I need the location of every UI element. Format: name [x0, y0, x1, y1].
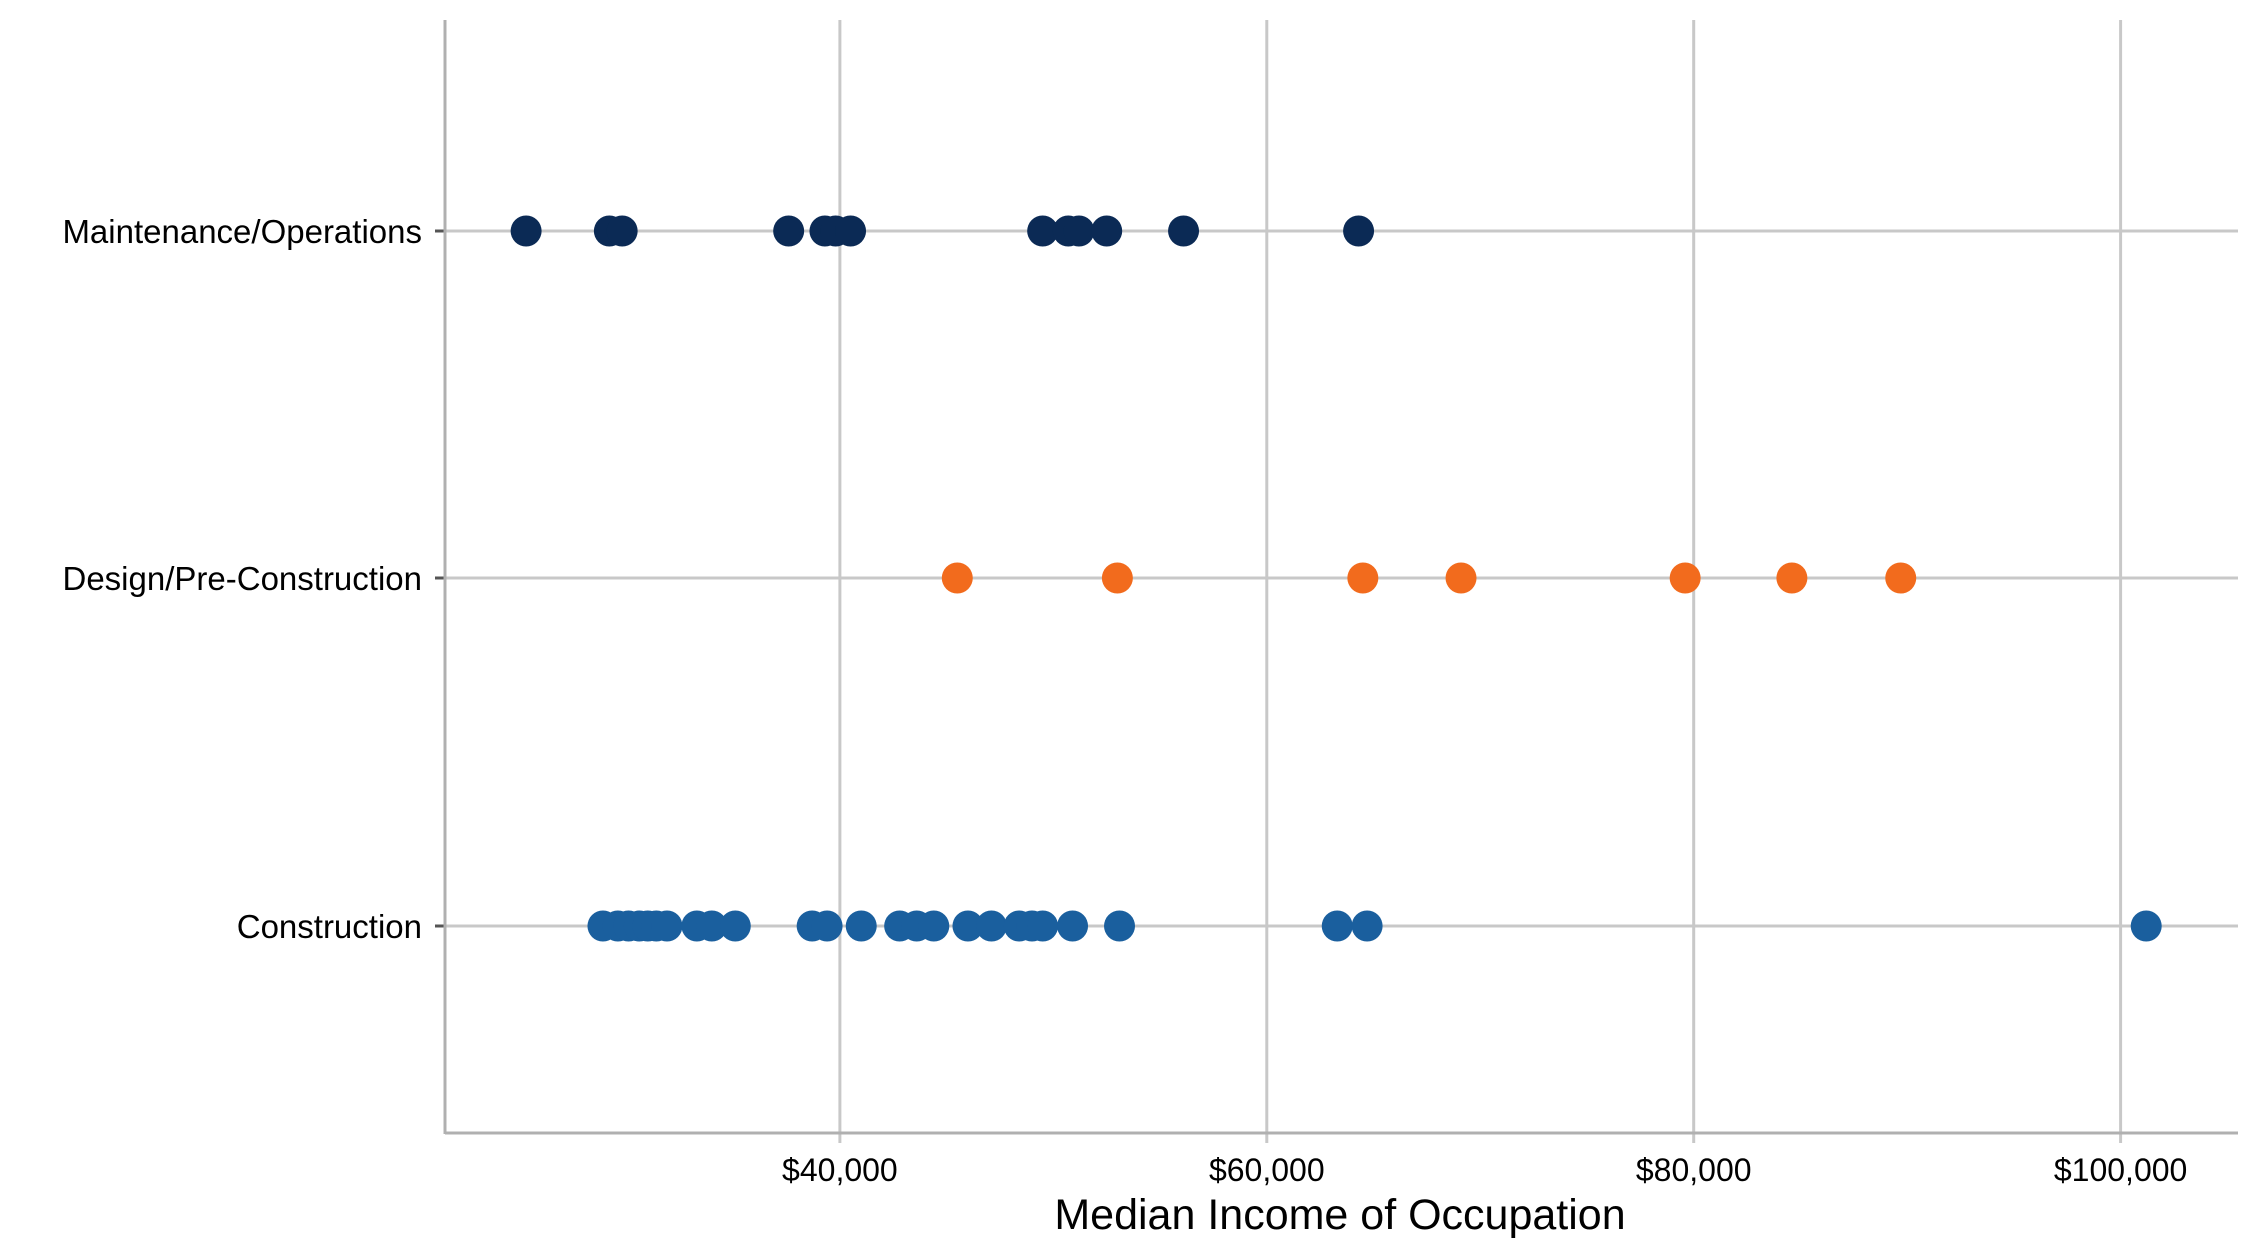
data-point [2130, 910, 2162, 942]
data-point [845, 910, 877, 942]
data-point [606, 215, 638, 247]
data-point [941, 562, 973, 594]
data-point [1091, 215, 1123, 247]
data-point [835, 215, 867, 247]
data-point [1321, 910, 1353, 942]
y-tick-label: Construction [237, 908, 422, 945]
data-point [651, 910, 683, 942]
tick-labels: $40,000 $60,000 $80,000 $100,000 Constructio… [62, 213, 2187, 1188]
data-point [1351, 910, 1383, 942]
y-tick-label: Design/Pre-Construction [63, 560, 423, 597]
x-tick-label: $60,000 [1209, 1152, 1325, 1188]
data-point [719, 910, 751, 942]
data-point [1104, 910, 1136, 942]
data-point [1027, 910, 1059, 942]
axes [435, 20, 2238, 1143]
data-point [1776, 562, 1808, 594]
x-axis-title: Median Income of Occupation [1054, 1191, 1625, 1239]
data-point [1885, 562, 1917, 594]
data-point [1343, 215, 1375, 247]
data-point [1063, 215, 1095, 247]
x-tick-label: $80,000 [1636, 1152, 1752, 1188]
y-tick-label: Maintenance/Operations [62, 213, 422, 250]
data-point [1347, 562, 1379, 594]
data-point [1669, 562, 1701, 594]
data-point [1445, 562, 1477, 594]
data-point [1101, 562, 1133, 594]
data-points [510, 215, 2162, 942]
x-tick-label: $100,000 [2054, 1152, 2187, 1188]
data-point [696, 910, 728, 942]
data-point [975, 910, 1007, 942]
data-point [1057, 910, 1089, 942]
data-point [811, 910, 843, 942]
data-point [510, 215, 542, 247]
data-point [1027, 215, 1059, 247]
data-point [952, 910, 984, 942]
x-tick-label: $40,000 [782, 1152, 898, 1188]
data-point [773, 215, 805, 247]
data-point [918, 910, 950, 942]
data-point [1168, 215, 1200, 247]
grid-lines [445, 20, 2238, 1133]
